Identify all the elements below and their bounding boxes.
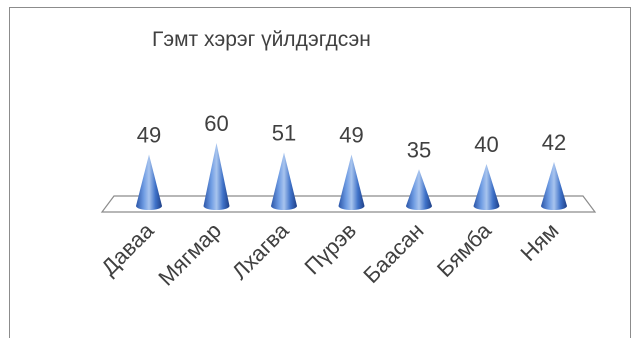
data-label: 51 (272, 120, 296, 145)
data-label: 40 (474, 132, 498, 157)
x-tick-label: Лхагва (227, 217, 294, 284)
cone-body (136, 154, 162, 210)
series-cones (136, 143, 567, 210)
data-label: 49 (137, 123, 161, 148)
data-label: 49 (339, 123, 363, 148)
x-tick-label: Ням (515, 218, 563, 266)
cone-bar (338, 154, 365, 210)
data-label: 42 (542, 130, 566, 155)
chart-title: Гэмт хэрэг үйлдэгдсэн (152, 28, 371, 51)
cone-body (406, 169, 432, 210)
cone-body (338, 154, 365, 210)
cone-bar (473, 164, 500, 210)
cone-bar (271, 152, 297, 210)
x-tick-label: Баасан (358, 218, 428, 288)
cone-bar (541, 161, 567, 210)
data-labels: 49 60 51 49 35 40 42 (137, 111, 566, 162)
x-tick-label: Даваа (96, 217, 159, 280)
cone-body (271, 152, 297, 210)
x-tick-label: Мягмар (153, 218, 226, 291)
cone-bar (203, 143, 230, 210)
chart-frame (9, 7, 631, 338)
x-tick-label: Бямба (432, 217, 497, 282)
cone-body (203, 143, 230, 210)
cone-body (473, 164, 500, 210)
chart-floor (100, 195, 597, 213)
x-tick-label: Пүрэв (300, 218, 361, 279)
cone-body (541, 161, 567, 210)
cone-bar (406, 169, 432, 210)
data-label: 35 (407, 137, 431, 162)
data-label: 60 (204, 111, 228, 136)
cone-bar (136, 154, 162, 210)
